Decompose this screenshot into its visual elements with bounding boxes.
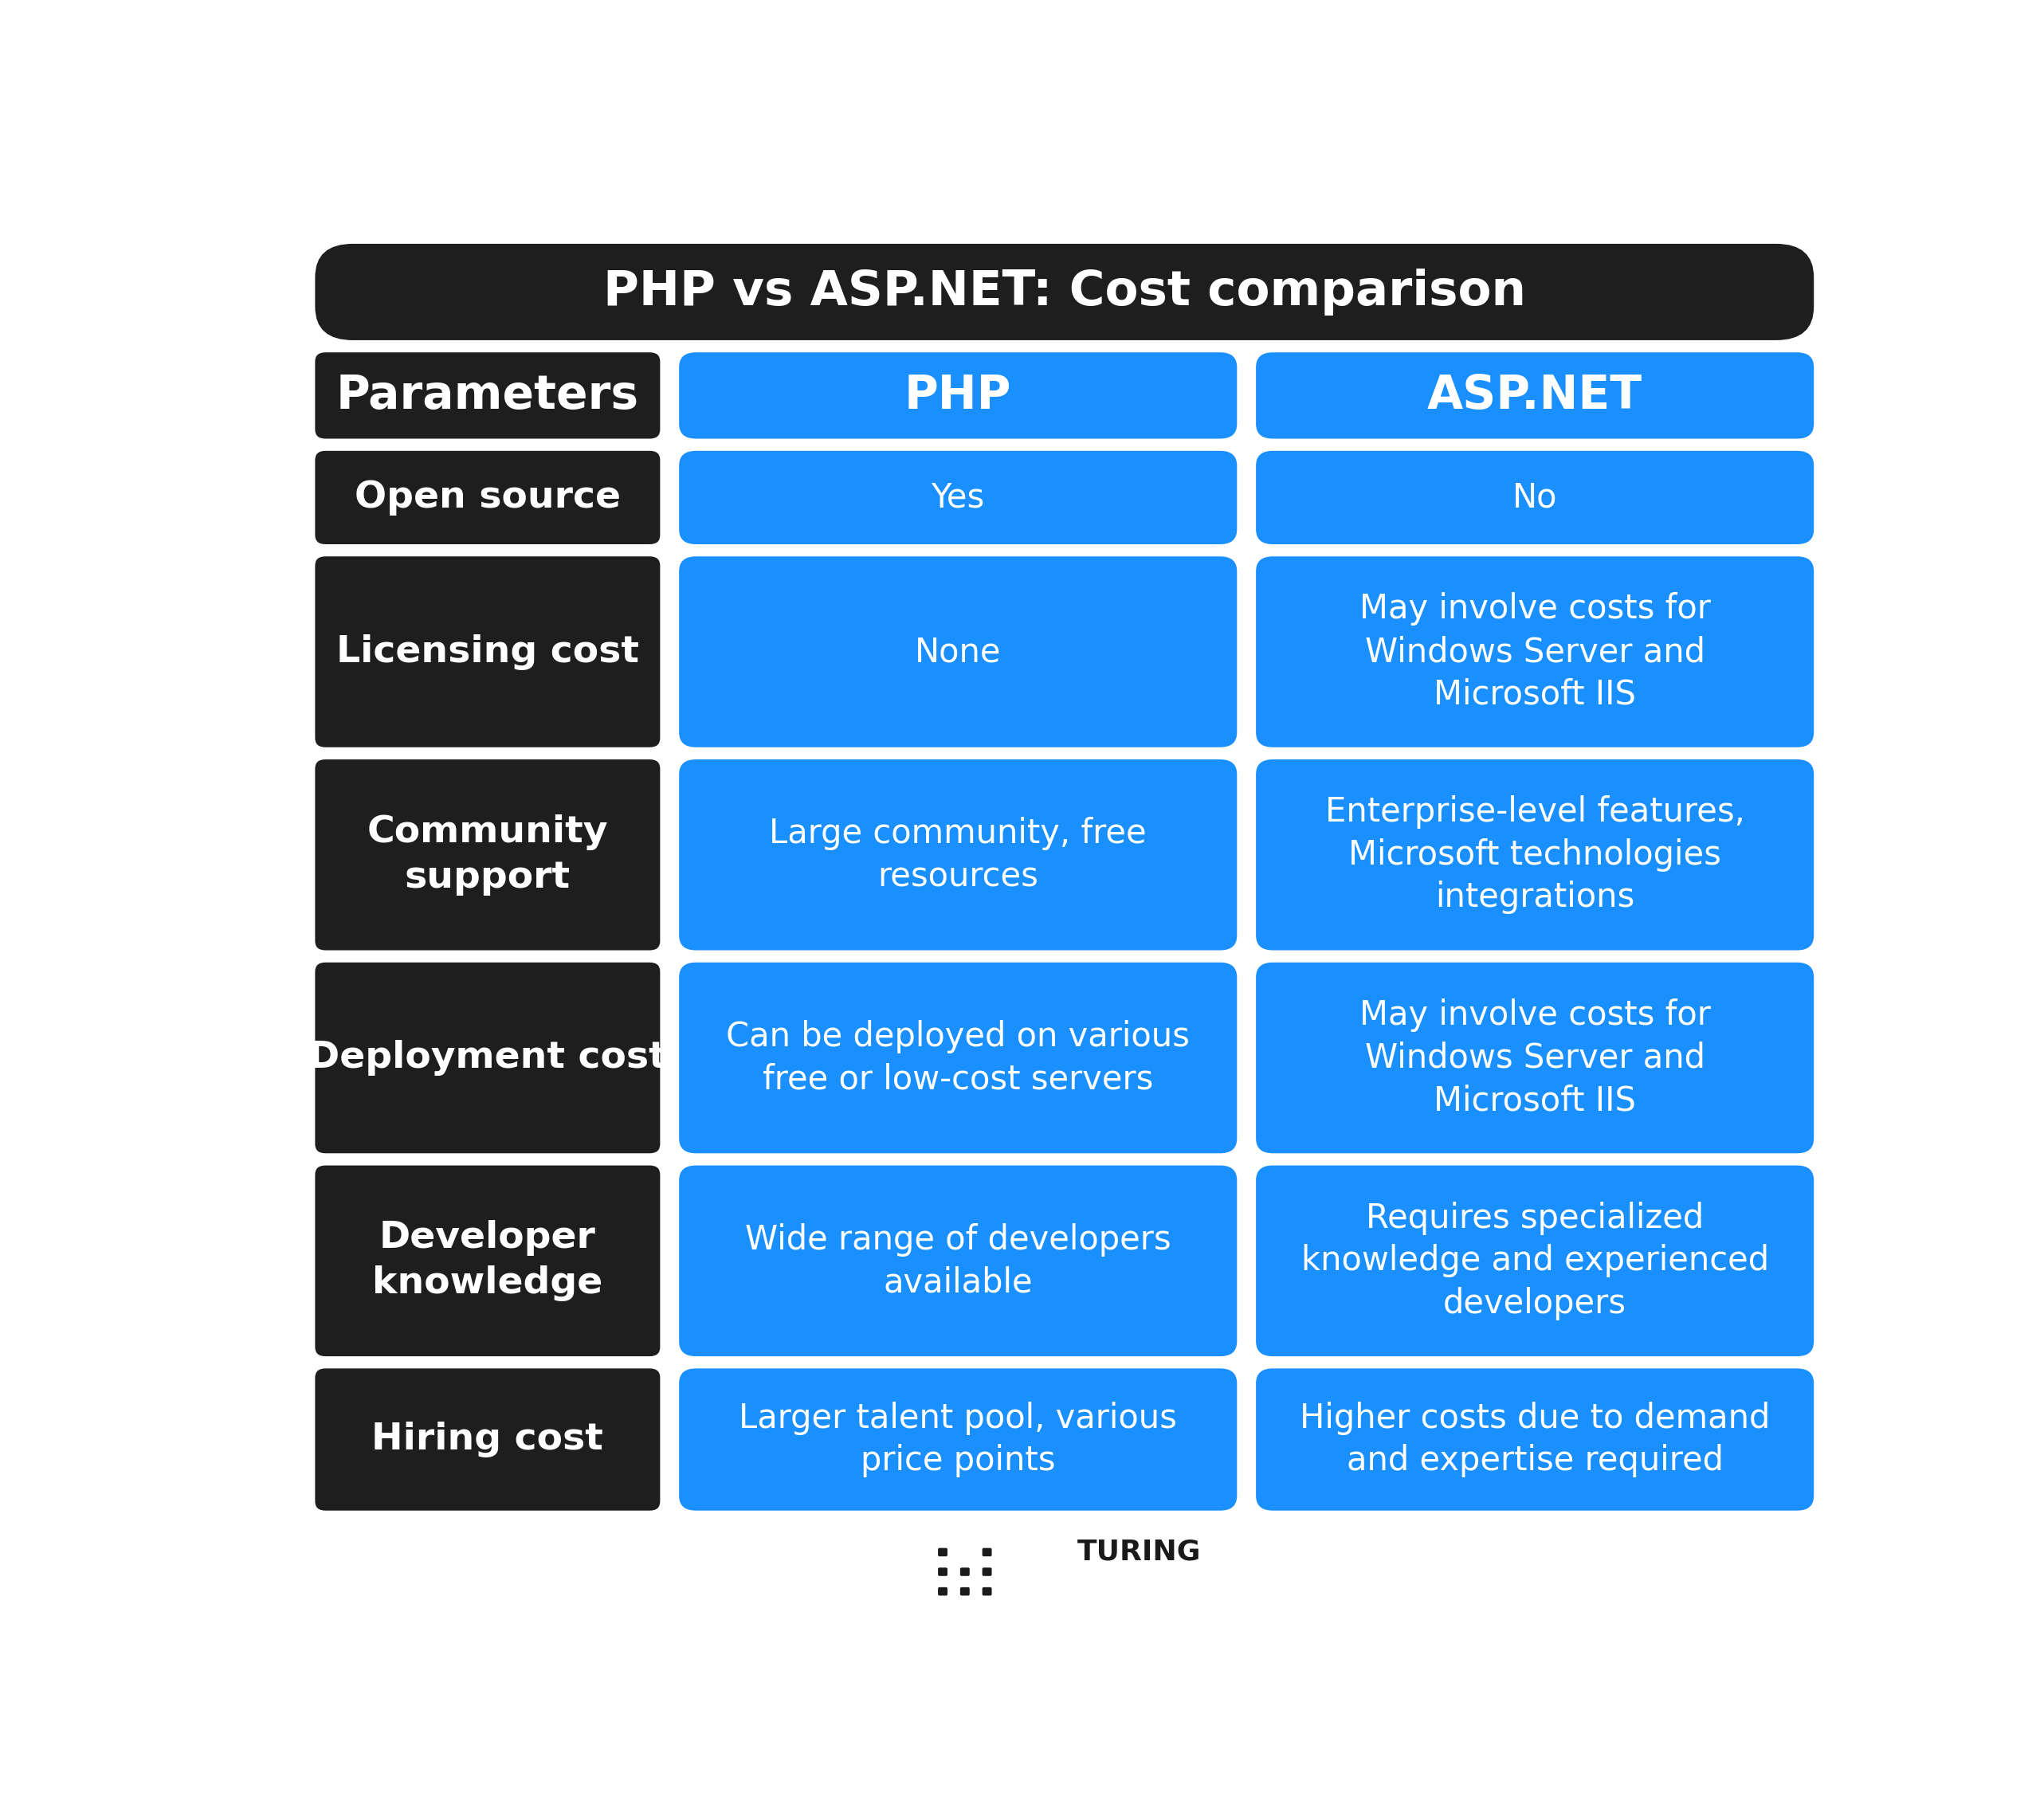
Text: No: No bbox=[1512, 480, 1557, 515]
FancyBboxPatch shape bbox=[1257, 1369, 1814, 1511]
Text: Parameters: Parameters bbox=[337, 373, 639, 419]
Text: ASP.NET: ASP.NET bbox=[1428, 373, 1642, 419]
FancyBboxPatch shape bbox=[679, 1369, 1236, 1511]
FancyBboxPatch shape bbox=[314, 963, 661, 1154]
FancyBboxPatch shape bbox=[679, 451, 1236, 544]
FancyBboxPatch shape bbox=[314, 557, 661, 748]
FancyBboxPatch shape bbox=[1257, 557, 1814, 748]
Text: PHP vs ASP.NET: Cost comparison: PHP vs ASP.NET: Cost comparison bbox=[604, 269, 1526, 315]
Text: Deployment cost: Deployment cost bbox=[308, 1039, 667, 1076]
FancyBboxPatch shape bbox=[314, 1369, 661, 1511]
FancyBboxPatch shape bbox=[314, 759, 661, 950]
FancyBboxPatch shape bbox=[961, 1567, 969, 1576]
Text: Larger talent pool, various
price points: Larger talent pool, various price points bbox=[738, 1401, 1177, 1478]
Text: Wide range of developers
available: Wide range of developers available bbox=[745, 1223, 1171, 1299]
Text: Yes: Yes bbox=[930, 480, 985, 515]
FancyBboxPatch shape bbox=[1257, 451, 1814, 544]
Text: Community
support: Community support bbox=[367, 814, 608, 895]
Text: None: None bbox=[914, 635, 1002, 668]
Text: Requires specialized
knowledge and experienced
developers: Requires specialized knowledge and exper… bbox=[1302, 1201, 1769, 1319]
Text: Developer
knowledge: Developer knowledge bbox=[373, 1219, 604, 1301]
FancyBboxPatch shape bbox=[983, 1549, 991, 1556]
FancyBboxPatch shape bbox=[314, 244, 1814, 340]
Text: PHP: PHP bbox=[904, 373, 1012, 419]
FancyBboxPatch shape bbox=[938, 1587, 947, 1596]
Text: May involve costs for
Windows Server and
Microsoft IIS: May involve costs for Windows Server and… bbox=[1359, 593, 1712, 712]
FancyBboxPatch shape bbox=[1257, 963, 1814, 1154]
FancyBboxPatch shape bbox=[1257, 759, 1814, 950]
Text: Large community, free
resources: Large community, free resources bbox=[769, 817, 1146, 894]
Text: Higher costs due to demand
and expertise required: Higher costs due to demand and expertise… bbox=[1299, 1401, 1771, 1478]
FancyBboxPatch shape bbox=[961, 1587, 969, 1596]
FancyBboxPatch shape bbox=[938, 1567, 947, 1576]
FancyBboxPatch shape bbox=[314, 451, 661, 544]
FancyBboxPatch shape bbox=[1257, 353, 1814, 439]
FancyBboxPatch shape bbox=[679, 1165, 1236, 1356]
FancyBboxPatch shape bbox=[314, 353, 661, 439]
Text: Enterprise-level features,
Microsoft technologies
integrations: Enterprise-level features, Microsoft tec… bbox=[1326, 795, 1744, 914]
FancyBboxPatch shape bbox=[679, 353, 1236, 439]
FancyBboxPatch shape bbox=[314, 1165, 661, 1356]
Text: Licensing cost: Licensing cost bbox=[337, 633, 639, 670]
FancyBboxPatch shape bbox=[983, 1567, 991, 1576]
Text: May involve costs for
Windows Server and
Microsoft IIS: May involve costs for Windows Server and… bbox=[1359, 999, 1712, 1117]
Text: Can be deployed on various
free or low-cost servers: Can be deployed on various free or low-c… bbox=[726, 1019, 1189, 1096]
FancyBboxPatch shape bbox=[983, 1587, 991, 1596]
FancyBboxPatch shape bbox=[938, 1549, 947, 1556]
Text: TURING: TURING bbox=[1077, 1538, 1202, 1565]
Text: Hiring cost: Hiring cost bbox=[371, 1421, 604, 1458]
Text: Open source: Open source bbox=[355, 480, 620, 515]
FancyBboxPatch shape bbox=[1257, 1165, 1814, 1356]
FancyBboxPatch shape bbox=[679, 963, 1236, 1154]
FancyBboxPatch shape bbox=[679, 759, 1236, 950]
FancyBboxPatch shape bbox=[679, 557, 1236, 748]
